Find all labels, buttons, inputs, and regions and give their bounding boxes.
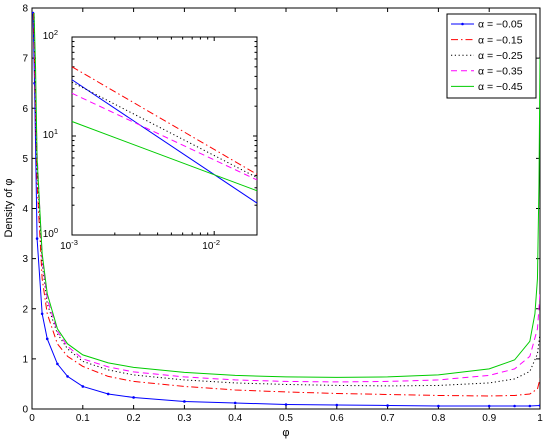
legend-label-3: α = −0.25 <box>478 50 523 62</box>
y-axis-label: Density of φ <box>3 178 15 237</box>
y-tick-label: 4 <box>22 204 28 215</box>
legend-label-2: α = −0.15 <box>478 34 523 46</box>
series-1-marker <box>132 396 135 399</box>
series-1-marker <box>81 385 85 388</box>
legend: α = −0.05 α = −0.15 α = −0.25 α = −0.35 α = … <box>446 13 537 99</box>
legend-box <box>446 13 537 99</box>
x-tick-label: 0.8 <box>431 413 445 424</box>
inset-y-tick-label: 101 <box>43 127 58 141</box>
series-1-marker <box>513 404 516 408</box>
y-tick-label: 8 <box>22 4 28 15</box>
x-tick-label: 0.9 <box>482 413 496 424</box>
series-1-marker <box>437 404 440 408</box>
series-1-marker <box>35 237 39 240</box>
inset-y-tick-label: 100 <box>43 226 58 240</box>
series-1-marker <box>183 400 186 403</box>
y-tick-label: 5 <box>22 154 28 165</box>
x-tick-label: 0.6 <box>330 413 344 424</box>
legend-marker <box>461 22 464 26</box>
legend-label-4: α = −0.35 <box>478 66 523 78</box>
series-1-marker <box>538 404 540 407</box>
series-1-marker <box>40 312 44 316</box>
series-1-marker <box>335 403 339 407</box>
y-tick-label: 0 <box>22 405 28 416</box>
legend-label-1: α = −0.05 <box>478 19 523 31</box>
inset-series-line-4 <box>71 92 258 181</box>
y-tick-label: 3 <box>22 254 28 265</box>
series-line-3 <box>33 13 540 387</box>
series-1-marker <box>45 337 49 341</box>
series-1-marker <box>487 404 491 408</box>
inset-series-line-5 <box>71 121 258 192</box>
x-tick-label: 1 <box>537 413 543 424</box>
inset-series-line-1 <box>71 79 258 204</box>
inset-frame <box>71 36 258 236</box>
inset-x-tick-label: 10-3 <box>60 238 78 252</box>
series-1-marker <box>106 392 110 396</box>
x-tick-label: 0.5 <box>279 413 293 424</box>
series-1-marker <box>56 362 59 366</box>
x-axis-label: φ <box>282 427 289 439</box>
series-line-4 <box>33 13 540 383</box>
x-tick-label: 0.1 <box>76 413 90 424</box>
series-1-marker <box>233 401 237 405</box>
inset-series-line-3 <box>71 81 258 179</box>
y-tick-label: 1 <box>22 354 28 365</box>
x-tick-label: 0.4 <box>228 413 242 424</box>
series-line-1 <box>32 12 540 407</box>
y-tick-label: 7 <box>22 54 28 65</box>
inset-y-tick-label: 102 <box>43 28 58 42</box>
x-tick-label: 0.7 <box>381 413 395 424</box>
inset-plot: 10-3 10-2 100 101 102 <box>43 28 258 252</box>
x-tick-label: 0.3 <box>177 413 191 424</box>
x-tick-label: 0.2 <box>127 413 141 424</box>
x-tick-label: 0 <box>29 413 35 424</box>
series-1-marker <box>66 375 69 378</box>
series-1-marker <box>386 404 389 407</box>
y-tick-label: 6 <box>22 104 28 115</box>
inset-series-line-2 <box>71 66 258 175</box>
series-1-marker <box>528 404 532 408</box>
inset-x-tick-label: 10-2 <box>202 238 220 252</box>
series-line-5 <box>33 12 540 378</box>
legend-label-5: α = −0.45 <box>478 81 523 93</box>
series-1-marker <box>284 403 288 406</box>
y-tick-label: 2 <box>22 304 28 315</box>
series-line-2 <box>33 12 540 397</box>
